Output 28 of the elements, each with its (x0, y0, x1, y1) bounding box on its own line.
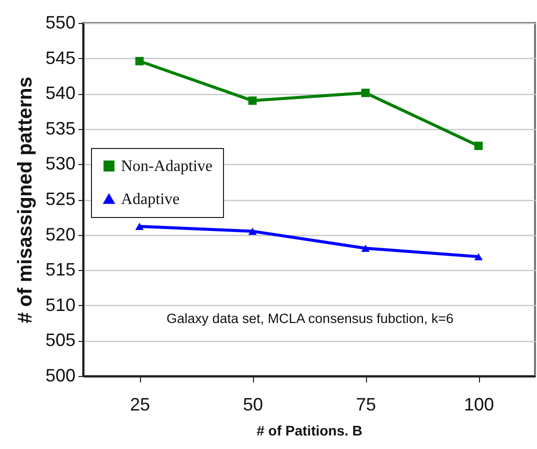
point (361, 244, 370, 252)
y-tick-label: 520 (45, 224, 76, 244)
y-tick-label: 530 (45, 154, 76, 174)
point (361, 88, 370, 98)
point (474, 142, 483, 150)
y-tick-label: 550 (45, 12, 76, 32)
point (248, 96, 257, 105)
y-tick-label: 515 (45, 260, 76, 280)
x-axis-title: # of Patitions. B (256, 422, 362, 438)
legend-label: Non-Adaptive (121, 158, 213, 175)
y-axis-title: # of misassigned patterns (14, 76, 36, 324)
point (135, 56, 144, 66)
x-tick-label: 25 (130, 394, 150, 414)
x-tick-label: 100 (464, 394, 494, 414)
point (135, 222, 144, 230)
legend-label: Adaptive (121, 191, 180, 208)
point (248, 228, 257, 235)
y-tick-label: 525 (45, 189, 76, 209)
x-tick-label: 50 (242, 394, 264, 414)
y-tick-label: 545 (45, 48, 76, 68)
y-tick-label: 535 (45, 118, 76, 138)
y-tick-label: 540 (45, 83, 76, 104)
y-tick-label: 505 (45, 330, 76, 350)
x-tick-label: 75 (356, 394, 376, 414)
y-tick-label: 510 (45, 294, 76, 315)
annotation: Galaxy data set, MCLA consensus fubction, k=6 (166, 311, 454, 326)
y-tick-label: 500 (45, 366, 76, 386)
point (474, 253, 483, 260)
